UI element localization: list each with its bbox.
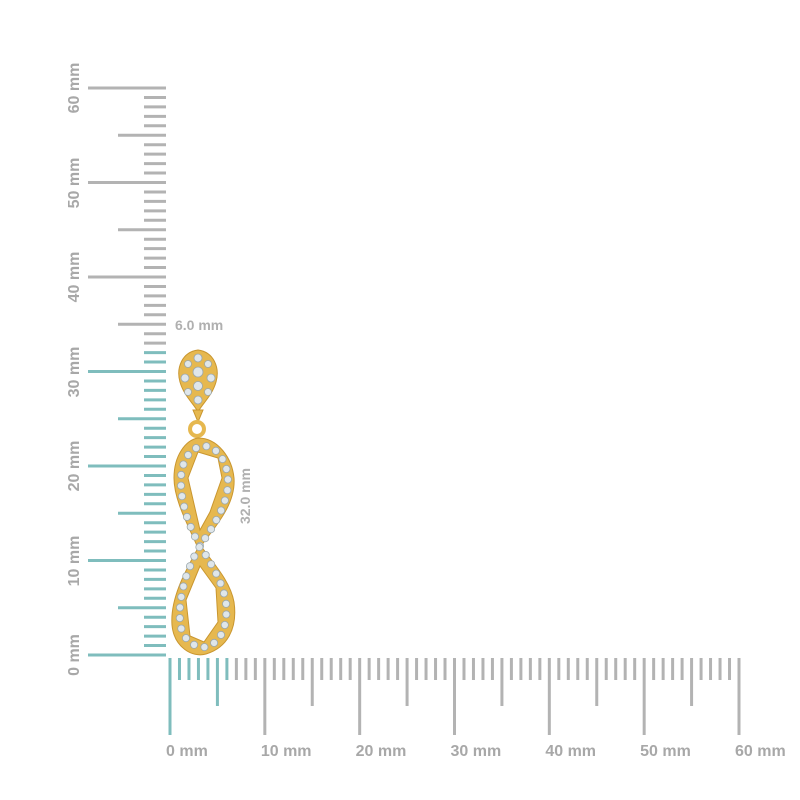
diamond: [222, 610, 231, 619]
diamond: [212, 516, 221, 525]
vertical-ruler-label: 30 mm: [66, 346, 83, 397]
diamond: [206, 525, 215, 534]
horizontal-ruler-label: 0 mm: [166, 743, 208, 760]
vertical-ruler-label: 40 mm: [66, 251, 83, 303]
diamond: [184, 388, 192, 396]
horizontal-ruler-label: 30 mm: [450, 743, 502, 760]
diamond: [217, 506, 226, 515]
diamond: [175, 614, 184, 623]
diamond: [220, 496, 229, 505]
diamond: [201, 534, 210, 543]
vertical-ruler-label: 20 mm: [66, 440, 83, 492]
diamond: [204, 360, 212, 368]
diamond: [186, 522, 195, 531]
diamond: [216, 579, 225, 588]
diamond: [190, 640, 199, 649]
horizontal-ruler-label: 40 mm: [545, 743, 597, 760]
diamond: [181, 634, 190, 643]
diamond: [175, 603, 184, 612]
diamond: [192, 366, 204, 378]
vertical-ruler-label: 60 mm: [66, 62, 83, 114]
diamond: [218, 455, 227, 464]
vertical-ruler-label: 10 mm: [66, 535, 83, 586]
diamond: [201, 551, 210, 560]
diamond: [182, 572, 191, 581]
diamond: [184, 450, 193, 459]
diamond: [223, 475, 232, 484]
diamond: [219, 589, 228, 598]
diamond: [211, 446, 220, 455]
diamond: [179, 582, 188, 591]
diamond: [179, 460, 188, 469]
diamond: [192, 444, 201, 453]
diamond: [180, 502, 189, 511]
bail-connector: [192, 409, 204, 424]
diamond: [190, 532, 199, 541]
diamond: [210, 638, 219, 647]
bail-ring: [188, 420, 206, 438]
diamond: [193, 395, 203, 405]
horizontal-ruler-label: 10 mm: [260, 743, 312, 760]
vertical-ruler-label: 0 mm: [66, 634, 83, 676]
diamond: [184, 360, 192, 368]
diamond: [223, 486, 232, 495]
diamond: [193, 353, 203, 363]
diamond: [180, 373, 190, 383]
diamond: [177, 492, 186, 501]
diamond: [190, 552, 199, 561]
diamonds: [175, 353, 232, 652]
width-dimension-label: 6.0 mm: [175, 317, 224, 333]
diamond: [222, 599, 231, 608]
height-dimension-label: 32.0 mm: [237, 467, 253, 525]
horizontal-ruler-label: 20 mm: [355, 743, 407, 760]
diamond: [200, 643, 209, 652]
vertical-ruler-label: 50 mm: [66, 157, 83, 208]
diamond: [212, 569, 221, 578]
infinity-drop: [171, 437, 236, 656]
diamond: [193, 381, 203, 391]
horizontal-ruler-label: 60 mm: [735, 743, 786, 760]
diamond: [202, 442, 211, 451]
diamond: [207, 560, 216, 569]
diamond: [177, 470, 186, 479]
diamond: [216, 630, 225, 639]
diamond: [222, 464, 231, 473]
diamond: [176, 481, 185, 490]
diamond: [204, 388, 212, 396]
diamond: [220, 621, 229, 630]
diamond: [182, 512, 191, 521]
diamond: [185, 562, 194, 571]
diamond: [177, 592, 186, 601]
diamond: [177, 624, 186, 633]
diamond: [206, 373, 216, 383]
horizontal-ruler-label: 50 mm: [640, 743, 691, 760]
diamond: [195, 543, 204, 552]
